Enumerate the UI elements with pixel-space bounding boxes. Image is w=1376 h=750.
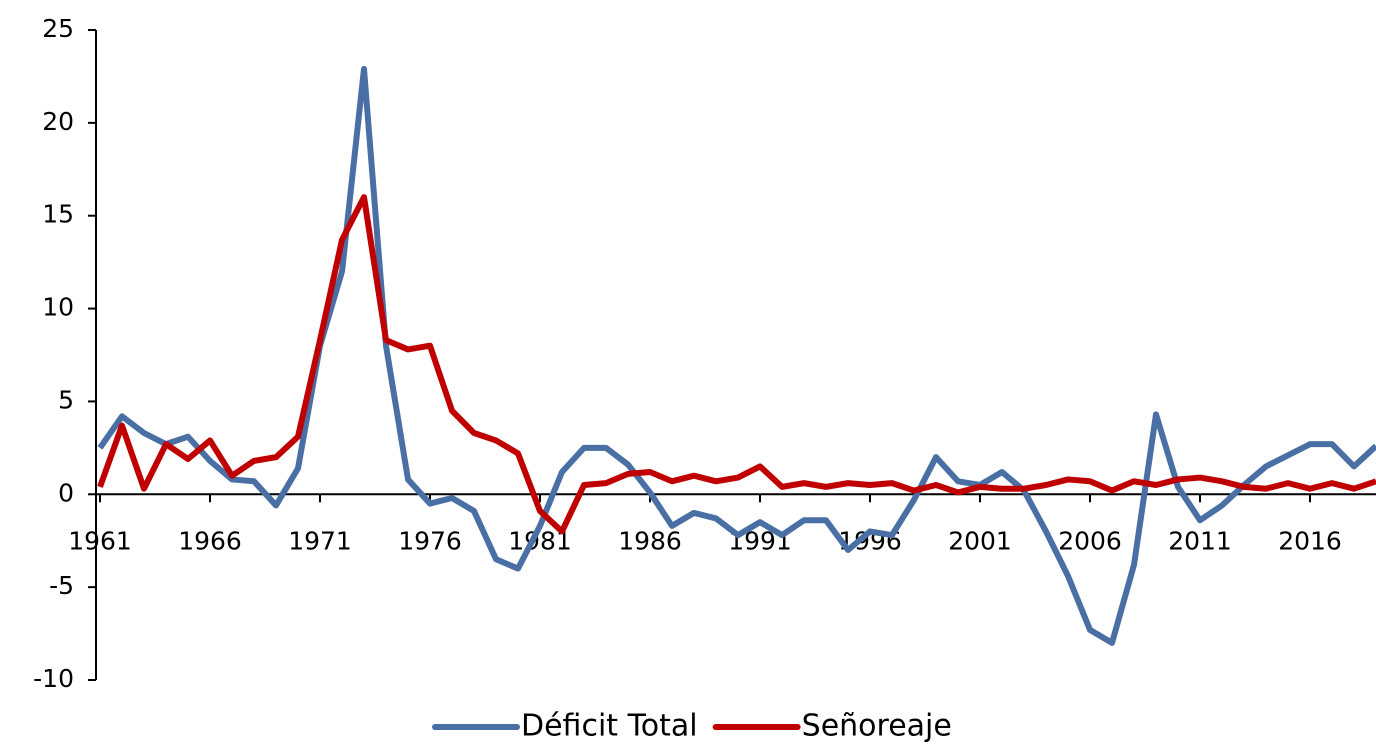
y-tick-label: 0 — [58, 478, 74, 507]
y-tick-label: 15 — [42, 200, 74, 229]
y-tick-label: 25 — [42, 14, 74, 43]
data-line — [97, 194, 1376, 535]
x-tick-label: 2006 — [1058, 526, 1122, 555]
data-line — [97, 66, 1376, 646]
x-tick-label: 2001 — [948, 526, 1012, 555]
x-tick-label: 1986 — [618, 526, 682, 555]
x-tick-label: 1971 — [288, 526, 352, 555]
x-tick-label: 2016 — [1278, 526, 1342, 555]
legend-label: Déficit Total — [521, 709, 698, 744]
y-tick-label: 5 — [58, 385, 74, 414]
x-tick-label: 2011 — [1168, 526, 1232, 555]
x-tick-label: 1966 — [178, 526, 242, 555]
x-tick-label: 1961 — [68, 526, 132, 555]
y-tick-label: 20 — [42, 107, 74, 136]
y-tick-label: -5 — [49, 571, 74, 600]
legend-label: Señoreaje — [802, 709, 952, 744]
x-tick-label: 1976 — [398, 526, 462, 555]
y-tick-label: -10 — [33, 664, 74, 693]
x-tick-label: 1991 — [728, 526, 792, 555]
y-tick-label: 10 — [42, 293, 74, 322]
